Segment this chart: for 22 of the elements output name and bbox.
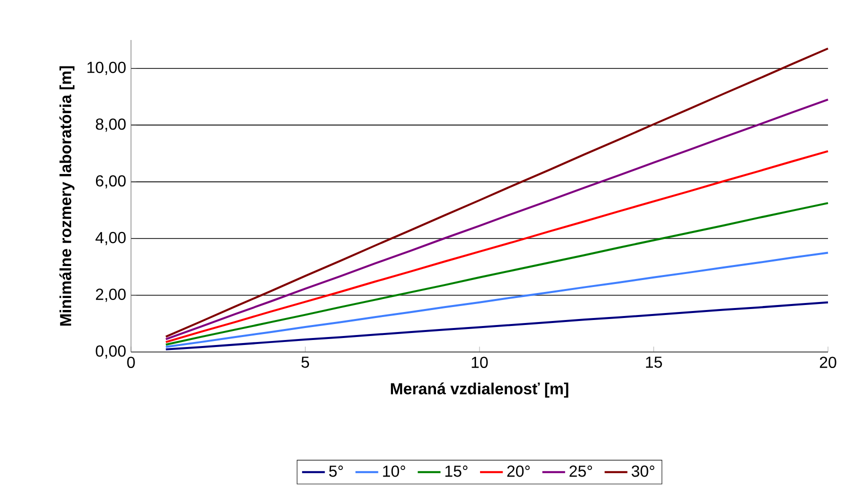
y-tick-label: 10,00 xyxy=(87,62,126,75)
y-tick-label: 2,00 xyxy=(96,288,126,302)
line-series xyxy=(164,48,829,338)
x-tick-label: 20 xyxy=(820,356,836,368)
legend-label: 30° xyxy=(632,466,654,477)
y-tick-label: 0,00 xyxy=(96,345,126,359)
legend-label: 15° xyxy=(445,466,468,477)
legend-label: 20° xyxy=(507,466,530,477)
x-tick-label: 0 xyxy=(127,356,135,368)
y-tick-label: 6,00 xyxy=(96,175,126,188)
y-tick-label: 8,00 xyxy=(96,118,126,132)
y-axis-title: Minimálne rozmery laboratória [m] xyxy=(59,66,74,326)
legend-label: 5° xyxy=(329,466,343,477)
legend-label: 10° xyxy=(383,466,406,477)
line-series xyxy=(164,252,829,348)
legend-label: 25° xyxy=(570,466,592,477)
y-tick-label: 4,00 xyxy=(96,232,126,246)
x-tick-label: 15 xyxy=(646,356,662,368)
line-series xyxy=(164,98,829,340)
x-tick-label: 5 xyxy=(301,356,310,368)
x-tick-label: 10 xyxy=(472,356,488,368)
x-axis-title: Meraná vzdialenosť [m] xyxy=(390,382,568,398)
